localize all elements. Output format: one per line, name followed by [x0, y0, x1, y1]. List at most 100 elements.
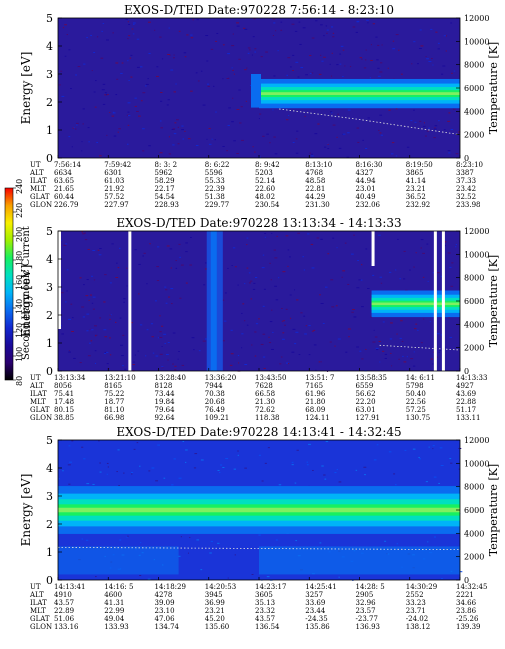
noise-speck: [81, 233, 85, 235]
noise-speck: [127, 124, 130, 126]
noise-speck: [429, 321, 431, 323]
noise-speck: [449, 266, 452, 268]
y2-axis-label: Temperature [K]: [487, 255, 500, 347]
orbit-cell: 13:21:10: [104, 374, 135, 382]
noise-speck: [318, 361, 321, 363]
noise-speck: [136, 38, 140, 40]
noise-speck: [406, 356, 408, 358]
orbit-cell: 14:23:17: [255, 583, 286, 591]
noise-speck: [381, 350, 385, 352]
noise-speck: [402, 278, 406, 280]
noise-speck: [300, 67, 304, 69]
orbit-cell: 22.99: [104, 607, 124, 615]
noise-speck: [61, 333, 65, 335]
orbit-cell: 2552: [406, 591, 424, 599]
orbit-cell: 135.60: [205, 623, 230, 631]
noise-speck: [215, 40, 217, 42]
noise-speck: [311, 72, 314, 74]
orbit-cell: 36.99: [205, 599, 225, 607]
orbit-row-label: ILAT: [30, 599, 47, 607]
noise-speck: [264, 232, 267, 234]
noise-speck: [260, 56, 263, 58]
colorbar-tick-label: 160: [15, 275, 24, 290]
noise-speck: [417, 329, 419, 331]
noise-speck: [82, 123, 84, 125]
noise-speck: [203, 284, 206, 286]
noise-speck: [167, 53, 170, 55]
noise-speck: [136, 110, 139, 112]
noise-speck: [312, 469, 314, 471]
y-tick-label: 4: [46, 253, 53, 266]
noise-speck: [163, 333, 167, 335]
noise-speck: [248, 272, 251, 274]
noise-speck: [119, 539, 122, 541]
y2-tick-label: 12000: [464, 14, 489, 23]
noise-speck: [172, 144, 175, 146]
noise-speck: [424, 135, 427, 137]
noise-speck: [320, 24, 323, 26]
noise-speck: [115, 321, 117, 323]
noise-speck: [384, 357, 387, 359]
noise-speck: [227, 53, 231, 55]
noise-speck: [185, 251, 188, 253]
orbit-cell: 79.64: [155, 406, 176, 414]
noise-speck: [94, 106, 97, 108]
noise-speck: [127, 38, 129, 40]
noise-speck: [200, 569, 203, 571]
noise-speck: [101, 30, 103, 32]
noise-speck: [334, 472, 337, 474]
noise-speck: [196, 19, 199, 21]
noise-speck: [118, 485, 120, 487]
noise-speck: [395, 269, 397, 271]
noise-speck: [382, 321, 385, 323]
noise-speck: [294, 482, 297, 484]
orbit-cell: 8:13:10: [305, 161, 332, 169]
noise-speck: [232, 97, 234, 99]
noise-speck: [364, 59, 367, 61]
noise-speck: [200, 459, 204, 461]
noise-speck: [413, 109, 415, 111]
noise-speck: [190, 237, 192, 239]
noise-speck: [250, 298, 253, 300]
noise-speck: [185, 449, 188, 451]
noise-speck: [375, 347, 379, 349]
noise-speck: [293, 289, 296, 291]
noise-speck: [83, 232, 87, 234]
noise-speck: [73, 357, 76, 359]
orbit-cell: 48.58: [305, 177, 325, 185]
noise-speck: [367, 288, 370, 290]
noise-speck: [330, 279, 334, 281]
noise-speck: [280, 29, 283, 31]
colorbar-tick-label: 100: [15, 347, 24, 362]
noise-speck: [450, 22, 453, 24]
noise-speck: [76, 124, 78, 126]
noise-speck: [90, 329, 94, 331]
noise-speck: [81, 306, 85, 308]
orbit-row-label: ALT: [29, 382, 44, 390]
noise-speck: [122, 365, 124, 367]
orbit-cell: 66.98: [104, 414, 124, 422]
noise-speck: [61, 95, 65, 97]
noise-speck: [106, 351, 109, 353]
noise-speck: [305, 74, 308, 76]
noise-speck: [433, 128, 437, 130]
noise-speck: [159, 36, 162, 38]
noise-speck: [393, 473, 396, 475]
noise-speck: [206, 60, 209, 62]
noise-speck: [154, 300, 157, 302]
noise-speck: [459, 571, 463, 573]
y-tick-label: 2: [46, 518, 53, 531]
noise-speck: [443, 35, 447, 37]
noise-speck: [132, 22, 136, 24]
noise-speck: [323, 35, 325, 37]
noise-speck: [375, 349, 379, 351]
y-tick-label: 1: [46, 546, 53, 559]
noise-speck: [216, 32, 219, 34]
noise-speck: [441, 73, 444, 75]
noise-speck: [70, 88, 72, 90]
orbit-row-label: GLAT: [30, 406, 50, 414]
energy-band-layer: [58, 507, 460, 513]
noise-speck: [178, 555, 181, 557]
y-tick-label: 4: [46, 462, 53, 475]
noise-speck: [247, 47, 251, 49]
